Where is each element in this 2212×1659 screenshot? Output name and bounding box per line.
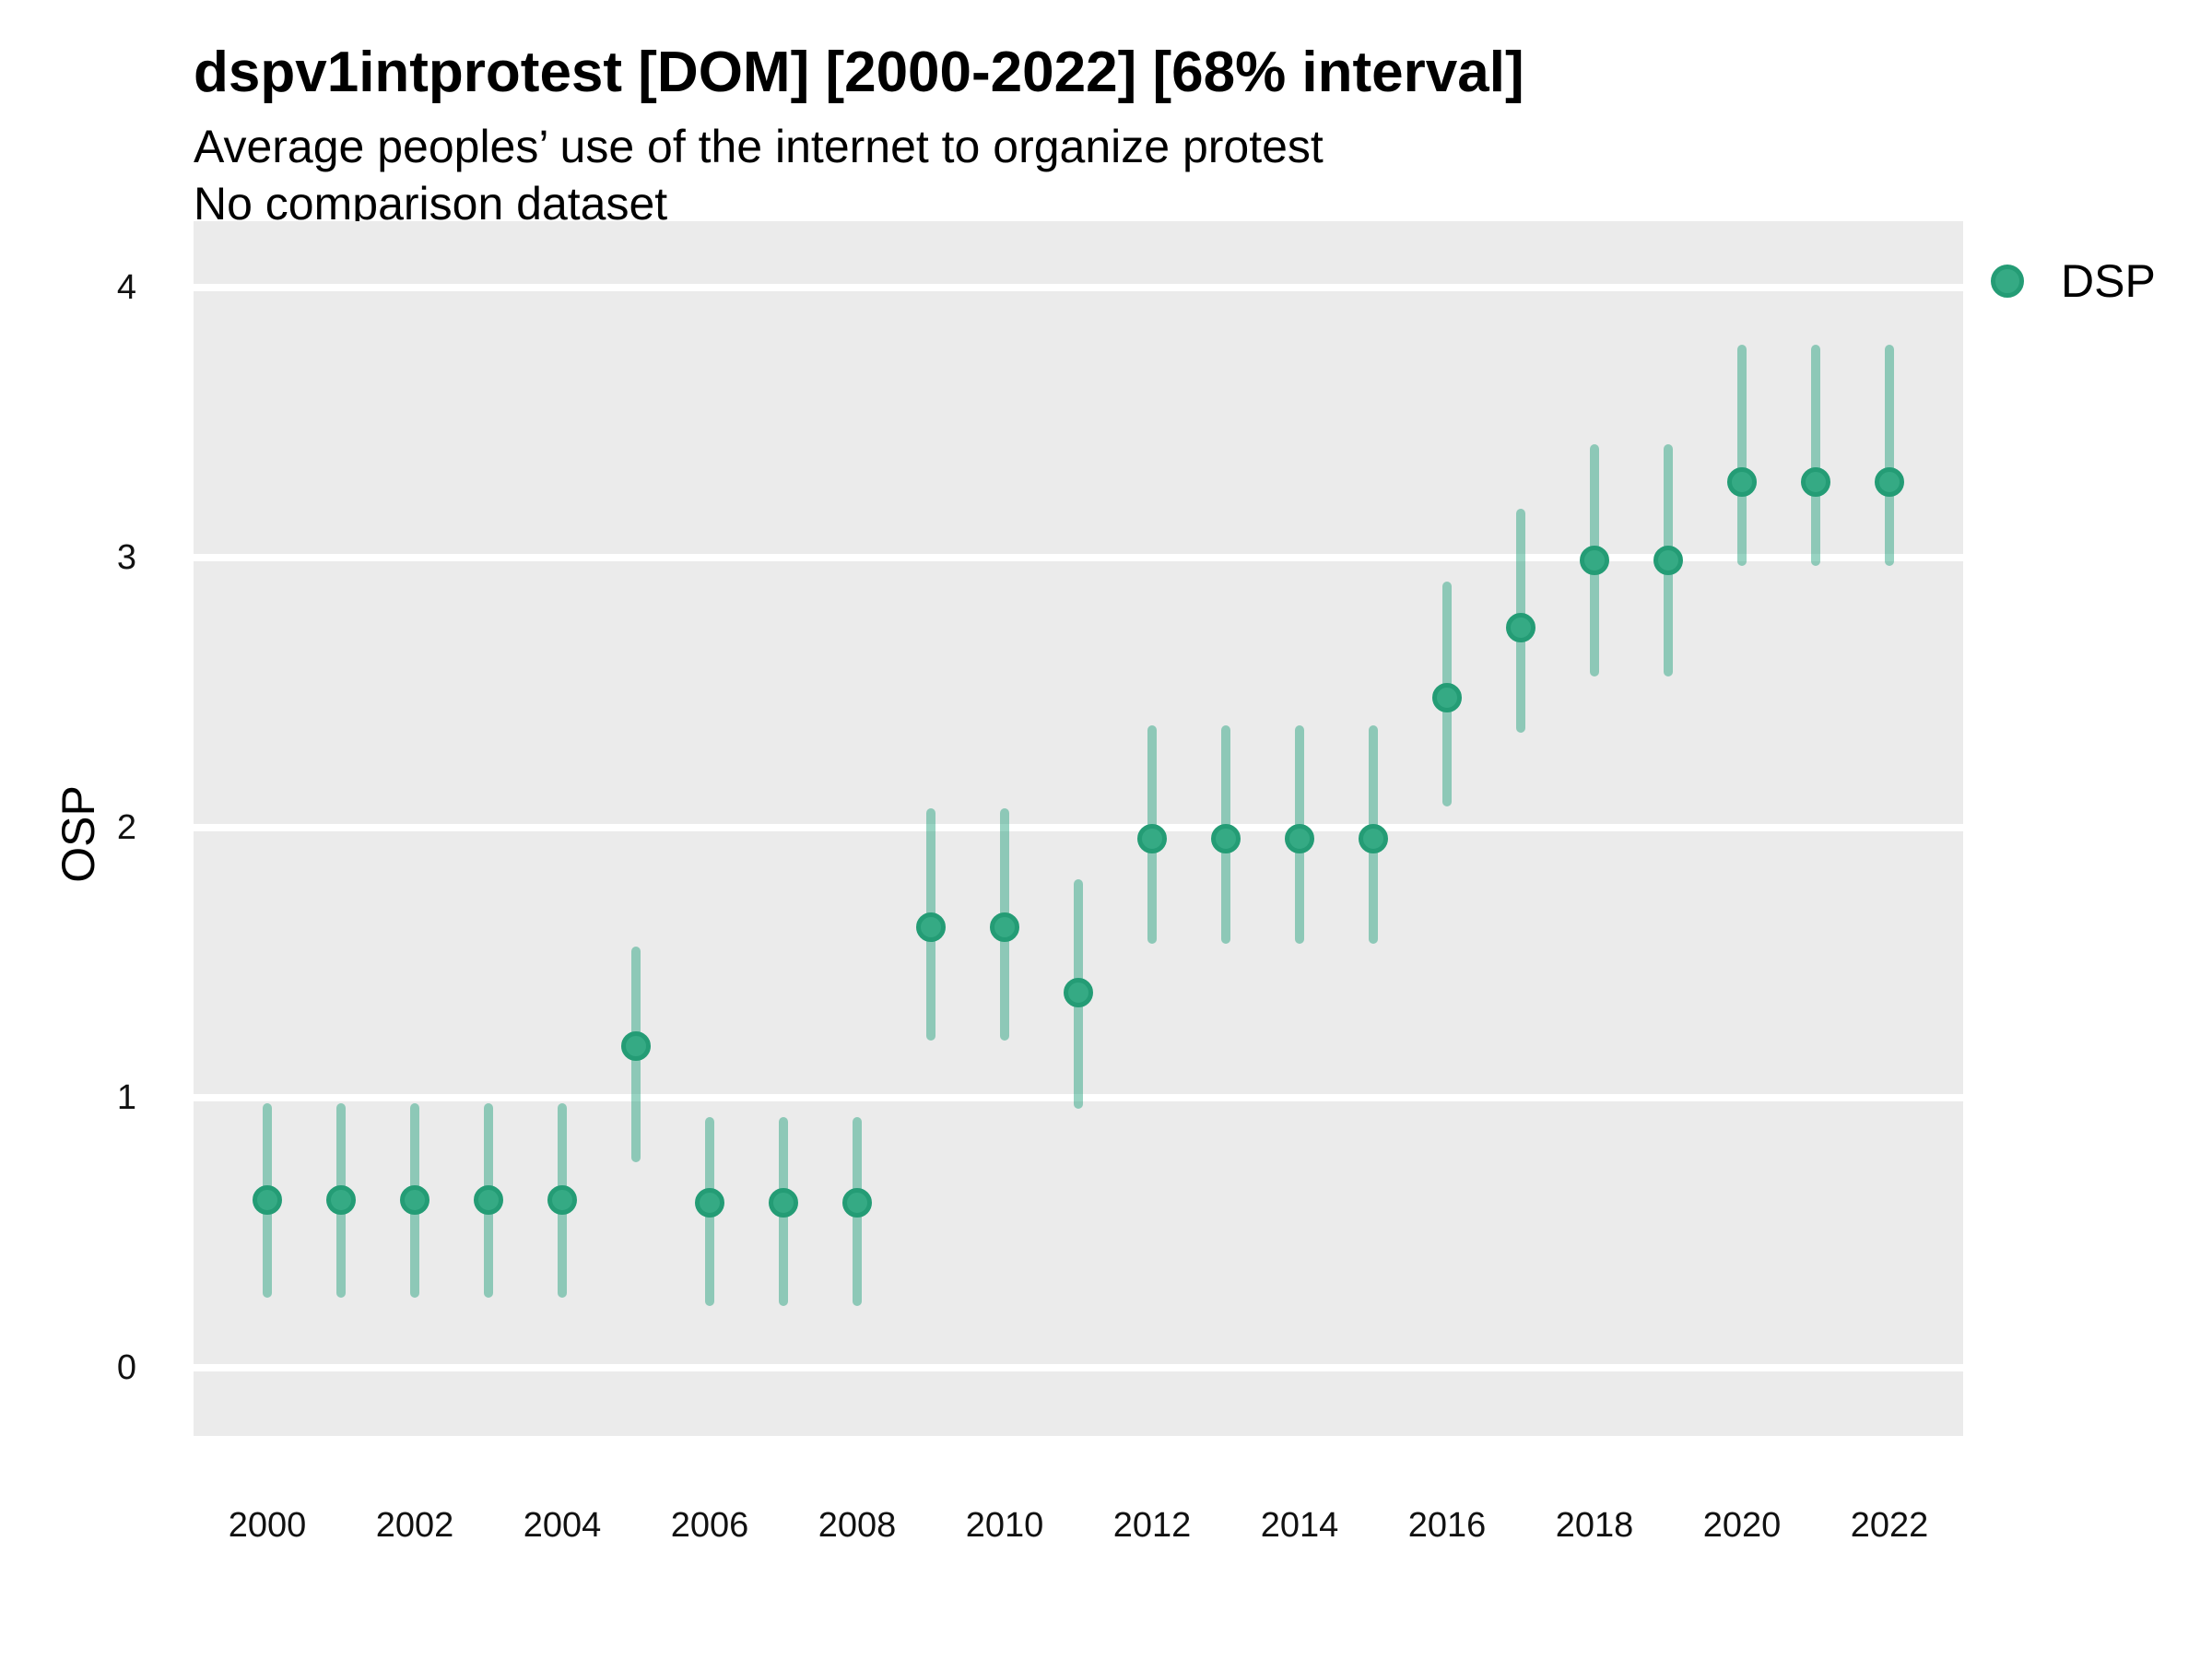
y-tick-label-0: 0 (116, 1348, 136, 1387)
chart-subtitle: Average peoples’ use of the internet to … (194, 121, 1324, 172)
legend-point-icon (1991, 265, 2024, 298)
x-tick-label-2000: 2000 (228, 1506, 307, 1545)
point-2001 (326, 1185, 356, 1216)
point-2016 (1432, 683, 1462, 713)
point-2003 (474, 1185, 503, 1216)
point-2020 (1727, 466, 1757, 497)
point-2018 (1580, 545, 1609, 575)
point-2006 (695, 1188, 724, 1218)
point-2010 (990, 912, 1019, 943)
point-2019 (1653, 545, 1683, 575)
point-2011 (1064, 977, 1093, 1007)
point-2021 (1801, 466, 1830, 497)
legend-item-label: DSP (2061, 255, 2156, 307)
x-tick-label-2016: 2016 (1407, 1506, 1487, 1545)
x-tick-label-2014: 2014 (1260, 1506, 1339, 1545)
x-tick-label-2002: 2002 (375, 1506, 454, 1545)
x-tick-label-2020: 2020 (1702, 1506, 1782, 1545)
plot-panel (194, 221, 1963, 1436)
chart-title: dspv1intprotest [DOM] [2000-2022] [68% i… (194, 41, 1524, 104)
gridline-y-4 (194, 284, 1963, 291)
point-2002 (400, 1185, 429, 1216)
y-tick-label-2: 2 (116, 808, 136, 847)
point-2000 (253, 1185, 282, 1216)
point-2007 (769, 1188, 798, 1218)
interval-2020 (1737, 344, 1747, 566)
point-2015 (1359, 823, 1388, 853)
legend: DSP (1991, 249, 2212, 313)
y-tick-label-4: 4 (116, 268, 136, 307)
point-2014 (1285, 823, 1314, 853)
y-tick-label-1: 1 (116, 1078, 136, 1117)
point-2017 (1506, 613, 1535, 643)
gridline-y-0 (194, 1364, 1963, 1371)
point-2012 (1137, 823, 1167, 853)
point-2022 (1875, 466, 1904, 497)
chart-subtitle-comparison: No comparison dataset (194, 178, 668, 229)
gridline-y-3 (194, 554, 1963, 561)
point-2004 (547, 1185, 577, 1216)
point-2008 (842, 1188, 872, 1218)
gridline-y-1 (194, 1094, 1963, 1101)
x-tick-label-2008: 2008 (818, 1506, 897, 1545)
x-tick-label-2006: 2006 (670, 1506, 749, 1545)
x-tick-label-2018: 2018 (1555, 1506, 1634, 1545)
point-2009 (916, 912, 946, 943)
point-2013 (1211, 823, 1241, 853)
y-tick-label-3: 3 (116, 538, 136, 577)
interval-2022 (1885, 344, 1894, 566)
point-2005 (621, 1031, 651, 1062)
interval-2021 (1811, 344, 1820, 566)
x-tick-label-2004: 2004 (523, 1506, 602, 1545)
x-tick-label-2012: 2012 (1112, 1506, 1192, 1545)
x-tick-label-2022: 2022 (1850, 1506, 1929, 1545)
x-tick-label-2010: 2010 (965, 1506, 1044, 1545)
gridline-y-2 (194, 824, 1963, 831)
